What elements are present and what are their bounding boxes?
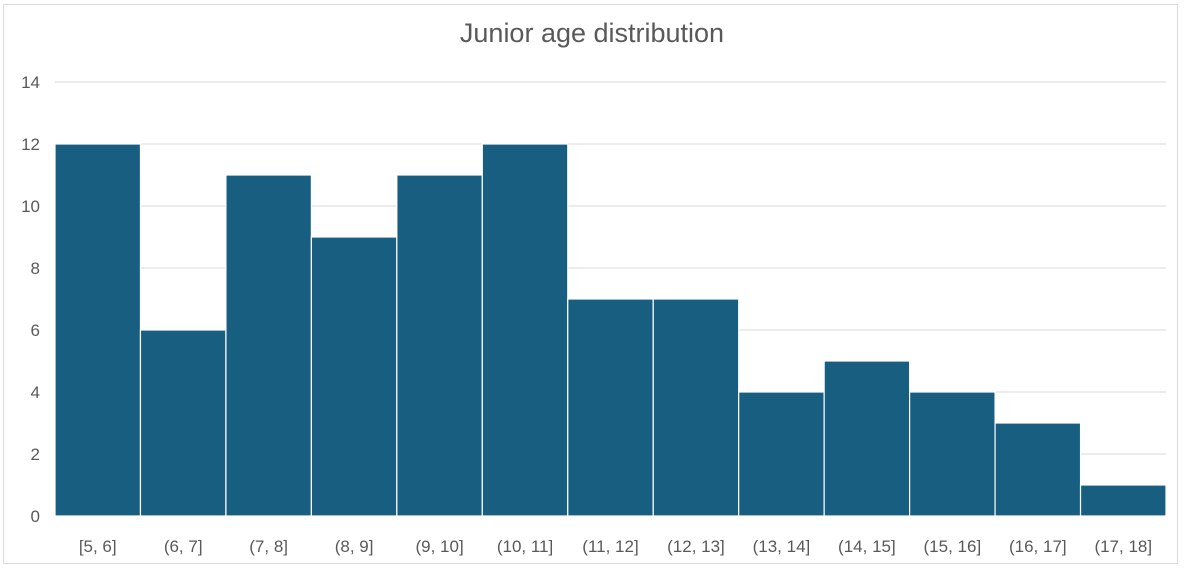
y-tick-label: 6	[31, 321, 40, 340]
bar	[310, 236, 398, 517]
bar	[481, 143, 569, 517]
bar	[823, 360, 911, 517]
x-tick-label: [5, 6]	[79, 537, 117, 556]
bars	[54, 143, 1167, 517]
y-axis-ticks: 0 2 4 6 8 10 12 14	[21, 73, 40, 526]
bar	[738, 391, 825, 517]
bar	[1079, 484, 1167, 517]
y-tick-label: 0	[31, 507, 40, 526]
bar	[225, 174, 312, 517]
x-axis-ticks: [5, 6] (6, 7] (7, 8] (8, 9] (9, 10] (10, 11] (…	[79, 537, 1152, 556]
bar	[396, 174, 483, 517]
bar	[909, 391, 996, 517]
y-tick-label: 4	[31, 383, 40, 402]
x-tick-label: (9, 10]	[415, 537, 463, 556]
x-tick-label: (6, 7]	[164, 537, 203, 556]
bar	[567, 298, 654, 517]
x-tick-label: (8, 9]	[335, 537, 374, 556]
x-tick-label: (16, 17]	[1009, 537, 1067, 556]
x-tick-label: (11, 12]	[582, 537, 638, 556]
y-tick-label: 14	[21, 73, 40, 92]
y-tick-label: 8	[31, 259, 40, 278]
y-tick-label: 10	[21, 197, 40, 216]
x-tick-label: (15, 16]	[924, 537, 982, 556]
bar	[139, 329, 227, 517]
x-tick-label: (13, 14]	[753, 537, 811, 556]
x-tick-label: (10, 11]	[497, 537, 553, 556]
x-tick-label: (17, 18]	[1094, 537, 1152, 556]
bar	[994, 422, 1082, 517]
x-tick-label: (7, 8]	[249, 537, 288, 556]
y-tick-label: 2	[31, 445, 40, 464]
x-tick-label: (14, 15]	[838, 537, 896, 556]
chart-title: Junior age distribution	[459, 18, 725, 48]
y-tick-label: 12	[21, 135, 40, 154]
x-tick-label: (12, 13]	[667, 537, 725, 556]
bar	[652, 298, 740, 517]
bar	[54, 143, 142, 517]
